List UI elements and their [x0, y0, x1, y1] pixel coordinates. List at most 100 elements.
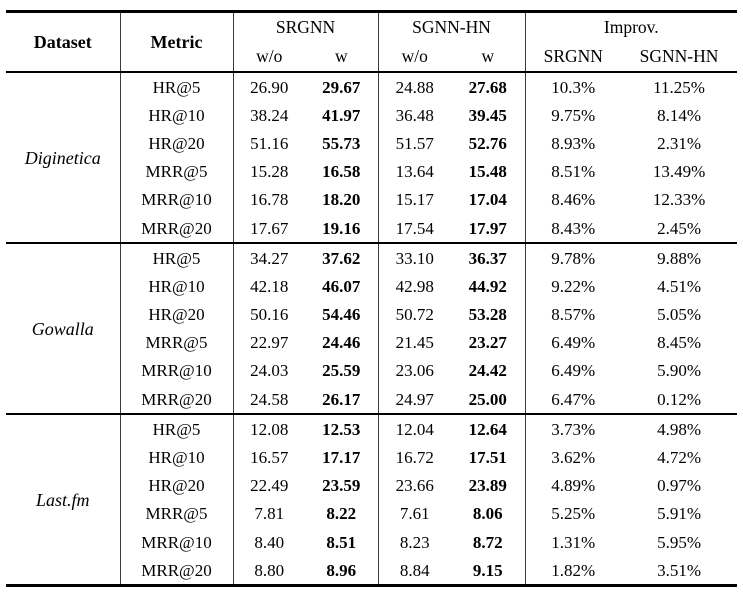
col-group-srgnn: SRGNN — [233, 11, 379, 42]
improv-sgnn-hn-cell: 8.14% — [657, 105, 701, 125]
srgnn-wo-cell: 16.78 — [250, 190, 289, 210]
subcol-srgnn-wo: w/o — [256, 45, 283, 66]
metric-cell: HR@5 — [120, 413, 234, 444]
metric-cell: HR@5 — [120, 242, 234, 273]
sgnn-hn-wo-cell: 36.48 — [395, 105, 434, 125]
improv-sgnn-hn-cell: 2.45% — [657, 218, 701, 238]
srgnn-w-cell: 25.59 — [305, 356, 379, 386]
table-row: Gowalla HR@5 34.27 37.62 33.10 36.37 9.78% 9.88… — [6, 242, 738, 415]
sgnn-hn-wo-cell: 16.72 — [395, 448, 434, 468]
table-row: MRR@5 15.28 16.58 13.64 15.48 8.51% 13.49% — [6, 157, 737, 186]
srgnn-wo-cell: 38.24 — [250, 105, 289, 125]
sgnn-hn-w-cell: 36.37 — [451, 242, 526, 273]
sgnn-hn-w-cell: 53.28 — [451, 300, 526, 329]
improv-srgnn-cell: 3.73% — [525, 413, 622, 444]
srgnn-w-cell: 8.22 — [305, 499, 379, 528]
improv-sgnn-hn-cell: 4.98% — [621, 413, 738, 444]
sgnn-hn-w-cell: 15.48 — [451, 157, 526, 186]
srgnn-w-cell: 12.53 — [305, 413, 379, 444]
improv-srgnn-cell: 9.22% — [551, 276, 596, 296]
sgnn-hn-w-cell: 17.04 — [451, 185, 526, 214]
improv-sgnn-hn-cell: 4.51% — [657, 276, 701, 296]
metric-cell: MRR@20 — [120, 213, 234, 244]
metric-cell: MRR@10 — [120, 356, 234, 386]
improv-sgnn-hn-cell: 0.97% — [657, 476, 701, 496]
srgnn-wo-cell: 8.80 — [254, 560, 285, 580]
srgnn-wo-cell: 24.03 — [250, 361, 289, 381]
improv-sgnn-hn-cell: 5.91% — [657, 504, 701, 524]
srgnn-w-cell: 41.97 — [305, 101, 379, 130]
table-row: HR@10 16.57 17.17 16.72 17.51 3.62% 4.72% — [6, 443, 737, 472]
sgnn-hn-w-cell: 24.42 — [451, 356, 526, 386]
table-row: HR@10 42.18 46.07 42.98 44.92 9.22% 4.51% — [6, 272, 737, 301]
metric-cell: HR@10 — [120, 443, 234, 472]
improv-sgnn-hn-cell: 11.25% — [653, 77, 705, 97]
srgnn-wo-cell: 17.67 — [250, 218, 289, 238]
improv-srgnn-cell: 8.51% — [551, 162, 596, 182]
metric-cell: HR@20 — [120, 471, 234, 500]
srgnn-wo-cell: 15.28 — [250, 162, 289, 182]
srgnn-wo-cell: 22.49 — [250, 476, 289, 496]
srgnn-wo-cell: 12.08 — [233, 413, 305, 444]
improv-sgnn-hn-cell: 0.12% — [657, 389, 701, 409]
sgnn-hn-w-cell: 23.27 — [451, 328, 526, 357]
col-group-improv: Improv. — [603, 16, 659, 37]
table-row: HR@10 38.24 41.97 36.48 39.45 9.75% 8.14% — [6, 101, 737, 130]
metric-cell: MRR@5 — [120, 499, 234, 528]
sgnn-hn-w-cell: 8.72 — [451, 528, 526, 557]
table-header: Dataset Metric SRGNN SGNN-HN Improv. w/o… — [6, 11, 738, 72]
sgnn-hn-w-cell: 39.45 — [451, 101, 526, 130]
srgnn-wo-cell: 22.97 — [250, 333, 289, 353]
srgnn-wo-cell: 7.81 — [254, 504, 285, 524]
improv-srgnn-cell: 8.46% — [551, 190, 596, 210]
improv-srgnn-cell: 1.82% — [551, 560, 596, 580]
metric-cell: HR@10 — [120, 101, 234, 130]
improv-sgnn-hn-cell: 3.51% — [657, 560, 701, 580]
srgnn-w-cell: 46.07 — [305, 272, 379, 301]
metric-cell: MRR@5 — [120, 328, 234, 357]
sgnn-hn-wo-cell: 7.61 — [399, 504, 430, 524]
results-table: Dataset Metric SRGNN SGNN-HN Improv. w/o… — [6, 10, 738, 588]
sgnn-hn-wo-cell: 8.23 — [399, 532, 430, 552]
sgnn-hn-wo-cell: 15.17 — [395, 190, 434, 210]
improv-sgnn-hn-cell: 12.33% — [652, 190, 706, 210]
table-row: MRR@20 17.67 19.16 17.54 17.97 8.43% 2.45% — [6, 213, 737, 244]
table-row: MRR@10 16.78 18.20 15.17 17.04 8.46% 12.33% — [6, 185, 737, 214]
dataset-name-cell: Gowalla — [6, 242, 121, 415]
sgnn-hn-wo-cell: 23.06 — [395, 361, 434, 381]
header-row-groups: Dataset Metric SRGNN SGNN-HN Improv. — [6, 11, 737, 72]
sgnn-hn-w-cell: 27.68 — [451, 72, 526, 102]
sgnn-hn-w-cell: 23.89 — [451, 471, 526, 500]
improv-sgnn-hn-cell: 5.05% — [657, 305, 701, 325]
sgnn-hn-w-cell: 52.76 — [451, 129, 526, 158]
sgnn-hn-wo-cell: 24.88 — [395, 77, 434, 97]
srgnn-w-cell: 17.17 — [305, 443, 379, 472]
metric-cell: MRR@10 — [120, 185, 234, 214]
srgnn-wo-cell: 8.40 — [254, 532, 285, 552]
srgnn-wo-cell: 34.27 — [233, 242, 305, 273]
srgnn-w-cell: 26.17 — [305, 385, 379, 415]
improv-srgnn-cell: 9.78% — [525, 242, 622, 273]
improv-sgnn-hn-cell: 2.31% — [657, 133, 701, 153]
improv-srgnn-cell: 9.75% — [551, 105, 596, 125]
subcol-sgnn-hn-w: w — [451, 42, 526, 72]
improv-srgnn-cell: 6.47% — [551, 389, 596, 409]
srgnn-w-cell: 55.73 — [305, 129, 379, 158]
improv-sgnn-hn-cell: 9.88% — [621, 242, 738, 273]
col-group-sgnn-hn: SGNN-HN — [378, 11, 526, 42]
sgnn-hn-wo-cell: 17.54 — [395, 218, 434, 238]
improv-srgnn-cell: 6.49% — [551, 361, 596, 381]
improv-srgnn-cell: 8.43% — [551, 218, 596, 238]
table-row: HR@20 22.49 23.59 23.66 23.89 4.89% 0.97% — [6, 471, 737, 500]
metric-cell: HR@20 — [120, 300, 234, 329]
sgnn-hn-wo-cell: 24.97 — [395, 389, 434, 409]
srgnn-w-cell: 8.96 — [305, 556, 379, 586]
improv-srgnn-cell: 1.31% — [551, 532, 596, 552]
srgnn-wo-cell: 26.90 — [250, 77, 289, 97]
sgnn-hn-wo-cell: 8.84 — [399, 560, 430, 580]
improv-srgnn-cell: 8.93% — [551, 133, 596, 153]
metric-cell: HR@10 — [120, 272, 234, 301]
subcol-sgnn-hn-wo: w/o — [401, 45, 428, 66]
subcol-improv-srgnn: SRGNN — [543, 45, 603, 66]
table-row: MRR@10 24.03 25.59 23.06 24.42 6.49% 5.90% — [6, 356, 737, 386]
